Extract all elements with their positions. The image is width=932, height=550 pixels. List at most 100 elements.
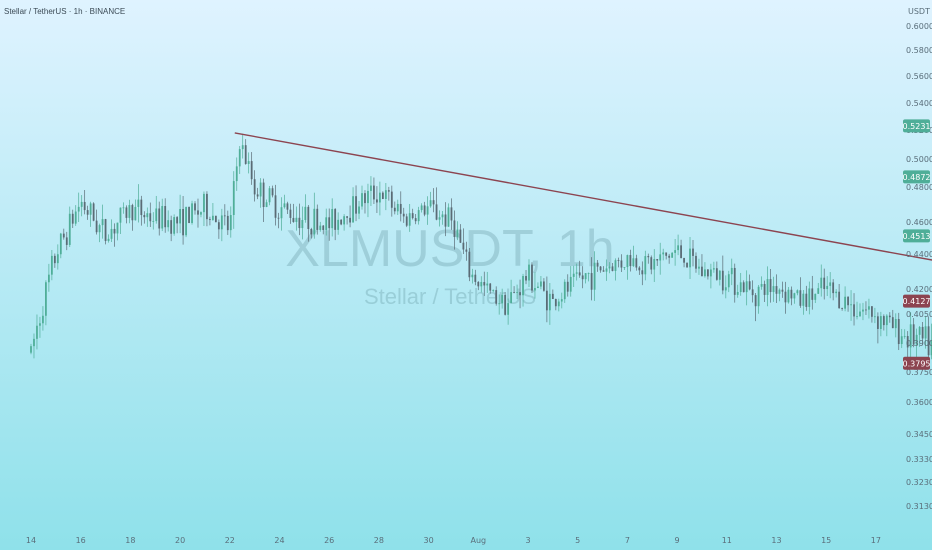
candle-body (757, 286, 760, 307)
candle-body (495, 290, 498, 304)
candle-body (95, 220, 98, 233)
candle-body (885, 315, 888, 326)
candle-body (736, 292, 739, 295)
candle-body (349, 217, 351, 223)
price-badge (903, 294, 930, 308)
candle-body (423, 205, 426, 215)
candle-body (86, 210, 89, 215)
candle-body (322, 225, 325, 230)
candle-body (271, 188, 274, 196)
candle-body (862, 309, 864, 312)
candle-body (638, 267, 641, 271)
candle-body (548, 293, 551, 311)
candle-body (164, 206, 167, 228)
x-tick-label: 5 (575, 536, 580, 545)
chart-title: Stellar / TetherUS · 1h · BINANCE (4, 7, 125, 16)
candle-body (319, 225, 322, 230)
candle-body (128, 205, 131, 218)
candle-body (751, 289, 754, 296)
candle-body (811, 288, 814, 300)
candle-body (71, 213, 74, 224)
candle-body (209, 219, 211, 220)
price-badge-label: 0.4513 (903, 232, 931, 241)
trendline-layer[interactable] (234, 132, 932, 316)
candle-body (361, 193, 363, 207)
candle-series (30, 133, 932, 365)
candle-body (781, 289, 784, 292)
trendline[interactable] (234, 132, 932, 316)
candle-body (146, 213, 149, 218)
x-tick-label: 13 (771, 536, 781, 545)
price-axis[interactable]: 0.60000.58000.56000.54000.52000.50000.48… (906, 22, 932, 511)
candle-body (912, 324, 915, 345)
candle-body (623, 267, 626, 268)
candle-body (316, 208, 319, 230)
candle-body (80, 201, 83, 207)
time-axis[interactable]: 14 16 18 20 22 24 26 28 30 Aug 3 5 7 9 11 13 15 17 (26, 536, 881, 545)
candle-body (116, 222, 119, 234)
candle-body (393, 207, 396, 212)
candle-body (715, 268, 718, 280)
price-badge (903, 229, 930, 243)
candle-body (572, 273, 575, 277)
y-tick-label: 0.3330 (906, 455, 932, 464)
x-tick-label: 9 (675, 536, 680, 545)
candle-body (471, 274, 474, 278)
candle-body (602, 270, 605, 272)
candle-body (134, 206, 137, 221)
candle-body (280, 207, 283, 219)
candle-body (462, 242, 465, 250)
candle-body (671, 252, 674, 258)
candle-body (286, 203, 289, 210)
candle-body (879, 316, 882, 329)
candle-body (808, 288, 811, 307)
candle-body (143, 215, 146, 218)
candle-body (101, 219, 104, 226)
candle-body (337, 219, 340, 230)
candle-body (522, 276, 524, 296)
candle-body (480, 282, 483, 287)
candle-body (414, 218, 417, 222)
candle-body (554, 299, 557, 307)
candle-body (367, 190, 369, 204)
currency-label: USDT (908, 7, 930, 16)
candle-body (817, 288, 820, 294)
candle-body (167, 220, 170, 228)
x-tick-label: Aug (470, 536, 486, 545)
y-tick-label: 0.5000 (906, 155, 932, 164)
candle-body (197, 210, 199, 215)
candle-body (778, 289, 781, 294)
candle-body (30, 346, 32, 353)
candle-body (212, 215, 214, 220)
candle-body (599, 266, 602, 271)
candle-body (698, 266, 700, 269)
candle-body (563, 281, 566, 300)
x-tick-label: 28 (374, 536, 384, 545)
candle-body (733, 267, 736, 295)
candle-body (644, 256, 647, 275)
candle-body (569, 276, 572, 292)
candle-body (191, 203, 193, 224)
candle-body (36, 325, 38, 339)
candle-body (683, 258, 685, 263)
candle-body (656, 259, 659, 261)
candle-body (214, 215, 217, 223)
candle-body (709, 269, 712, 277)
y-tick-label: 0.3750 (906, 368, 932, 377)
candle-body (692, 248, 694, 256)
x-tick-label: 26 (324, 536, 334, 545)
x-tick-label: 15 (821, 536, 831, 545)
candle-body (399, 203, 402, 214)
y-tick-label: 0.5800 (906, 46, 932, 55)
candle-body (45, 282, 47, 316)
candle-body (33, 338, 35, 347)
candle-body (707, 269, 709, 277)
y-tick-label: 0.4200 (906, 285, 932, 294)
candle-body (665, 252, 668, 256)
candle-body (686, 262, 688, 268)
candle-body (149, 213, 152, 222)
candle-body (626, 255, 629, 268)
candle-body (876, 316, 879, 329)
